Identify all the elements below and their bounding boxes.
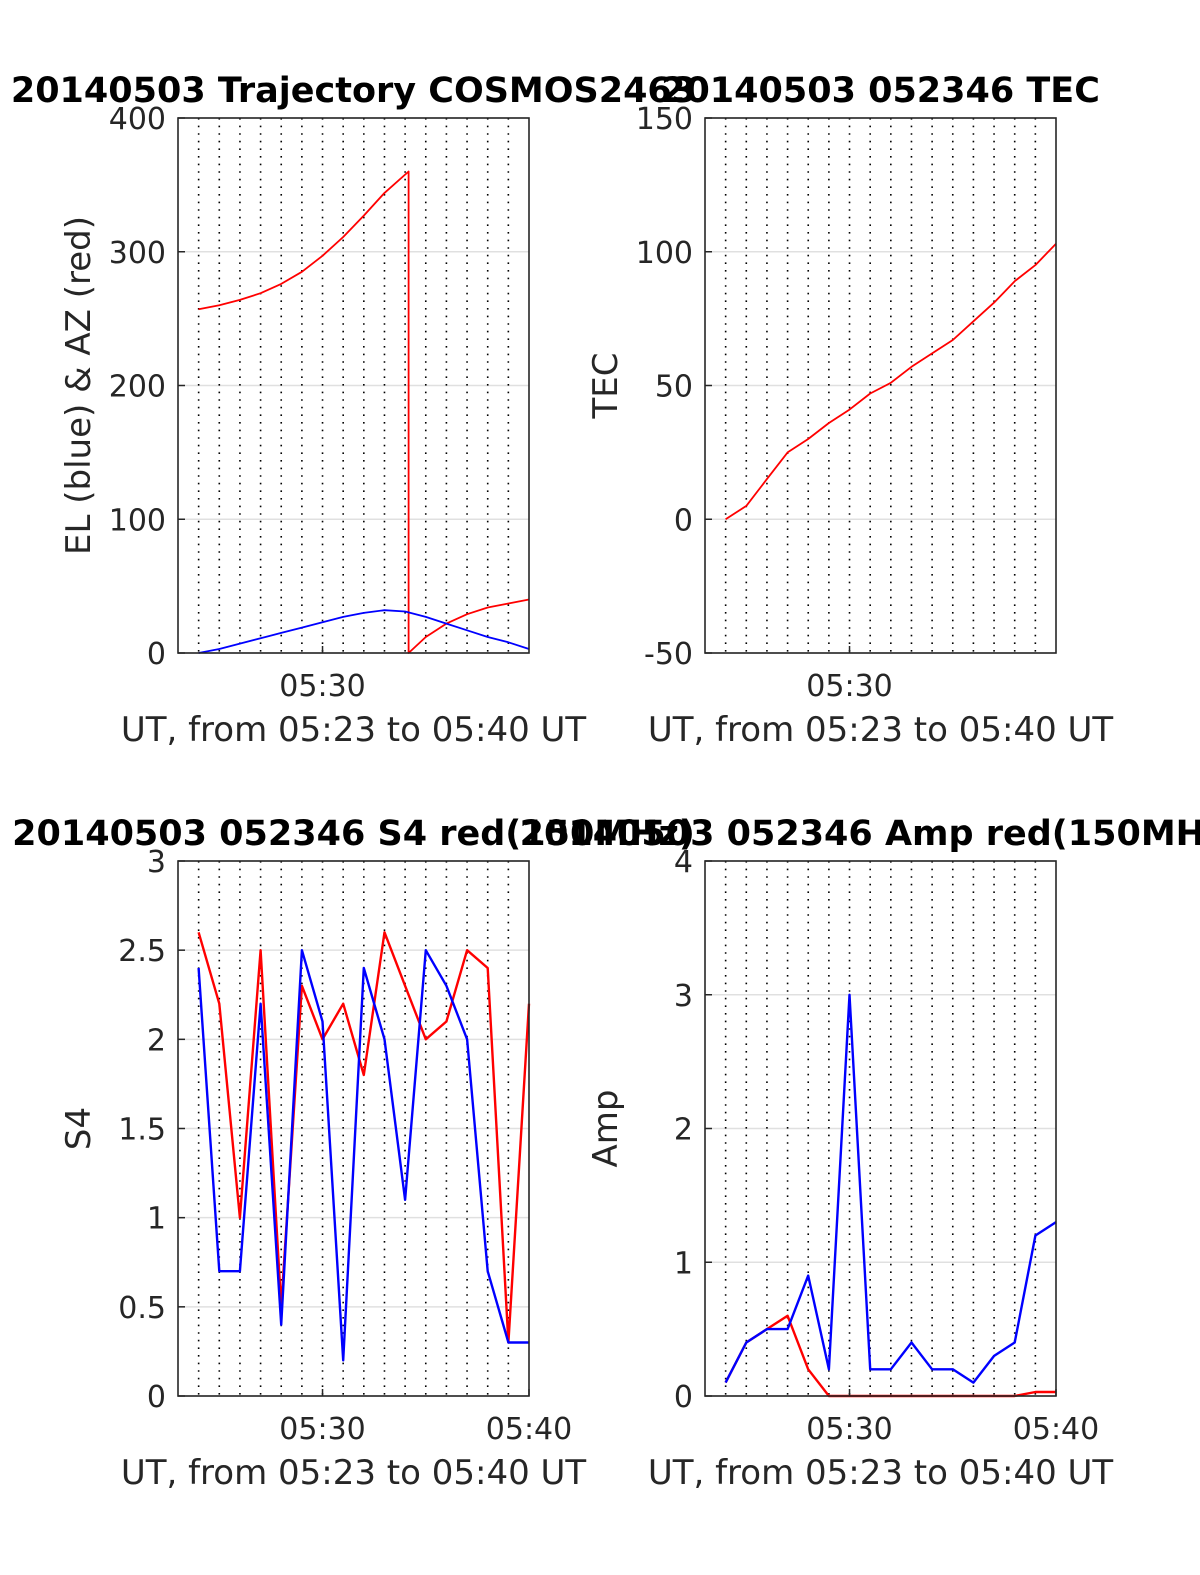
y-tick-label: 0 — [147, 1380, 166, 1415]
chart-title: 20140503 Trajectory COSMOS2463 — [11, 71, 696, 111]
series-line-red — [725, 243, 1057, 521]
y-tick-label: 100 — [109, 503, 166, 538]
y-tick-label: 200 — [109, 370, 166, 405]
y-tick-label: 300 — [109, 236, 166, 271]
panel-trajectory: 0 100 200 300 400 05:30 20140503 Trajectory C… — [11, 71, 696, 750]
y-tick-label: 1 — [147, 1202, 166, 1237]
x-tick-label: 05:30 — [279, 1412, 365, 1447]
y-axis-label: S4 — [59, 1107, 99, 1150]
x-tick-label: 05:40 — [1013, 1412, 1099, 1447]
y-tick-label: 150 — [636, 102, 693, 137]
series-line-red — [198, 170, 530, 654]
x-axis-label: UT, from 05:23 to 05:40 UT — [648, 1453, 1114, 1493]
panel-s4: 0 0.5 1 1.5 2 2.5 3 05:30 05:40 20140503 052346 … — [12, 814, 695, 1493]
y-tick-label: 4 — [674, 845, 693, 880]
y-tick-label: 2.5 — [118, 934, 166, 969]
y-tick-label: 0 — [674, 503, 693, 538]
series-line-blue — [198, 609, 530, 654]
y-tick-label: 3 — [674, 979, 693, 1014]
y-axis-label: Amp — [586, 1090, 626, 1168]
y-tick-label: 100 — [636, 236, 693, 271]
series-line-blue — [197, 949, 529, 1362]
panel-amp: 0 1 2 3 4 05:30 05:40 20140503 052346 Amp red(… — [520, 814, 1200, 1493]
x-tick-label: 05:30 — [279, 669, 365, 704]
y-tick-label: 50 — [655, 370, 693, 405]
y-tick-label: 0 — [147, 637, 166, 672]
y-tick-label: 0 — [674, 1380, 693, 1415]
x-axis-label: UT, from 05:23 to 05:40 UT — [121, 1453, 587, 1493]
series-line-blue — [724, 993, 1057, 1384]
y-tick-label: 1 — [674, 1246, 693, 1281]
y-axis-label: EL (blue) & AZ (red) — [59, 216, 99, 555]
y-tick-label: 3 — [147, 845, 166, 880]
panel-tec: -50 0 50 100 150 05:30 20140503 052346 TEC UT… — [586, 71, 1113, 750]
y-tick-label: 0.5 — [118, 1291, 166, 1326]
chart-title: 20140503 052346 S4 red(150MHz) — [12, 814, 695, 854]
y-tick-label: -50 — [644, 637, 693, 672]
chart-title: 20140503 052346 Amp red(150MHz) — [520, 814, 1200, 854]
series-line-red — [197, 931, 531, 1344]
y-tick-label: 2 — [674, 1113, 693, 1148]
y-tick-label: 2 — [147, 1023, 166, 1058]
x-axis-label: UT, from 05:23 to 05:40 UT — [121, 710, 587, 750]
y-tick-label: 400 — [109, 102, 166, 137]
x-axis-label: UT, from 05:23 to 05:40 UT — [648, 710, 1114, 750]
y-tick-label: 1.5 — [118, 1113, 166, 1148]
x-tick-label: 05:30 — [806, 1412, 892, 1447]
x-tick-label: 05:30 — [806, 669, 892, 704]
y-axis-label: TEC — [586, 353, 626, 420]
x-tick-label: 05:40 — [486, 1412, 572, 1447]
chart-title: 20140503 052346 TEC — [661, 71, 1100, 111]
